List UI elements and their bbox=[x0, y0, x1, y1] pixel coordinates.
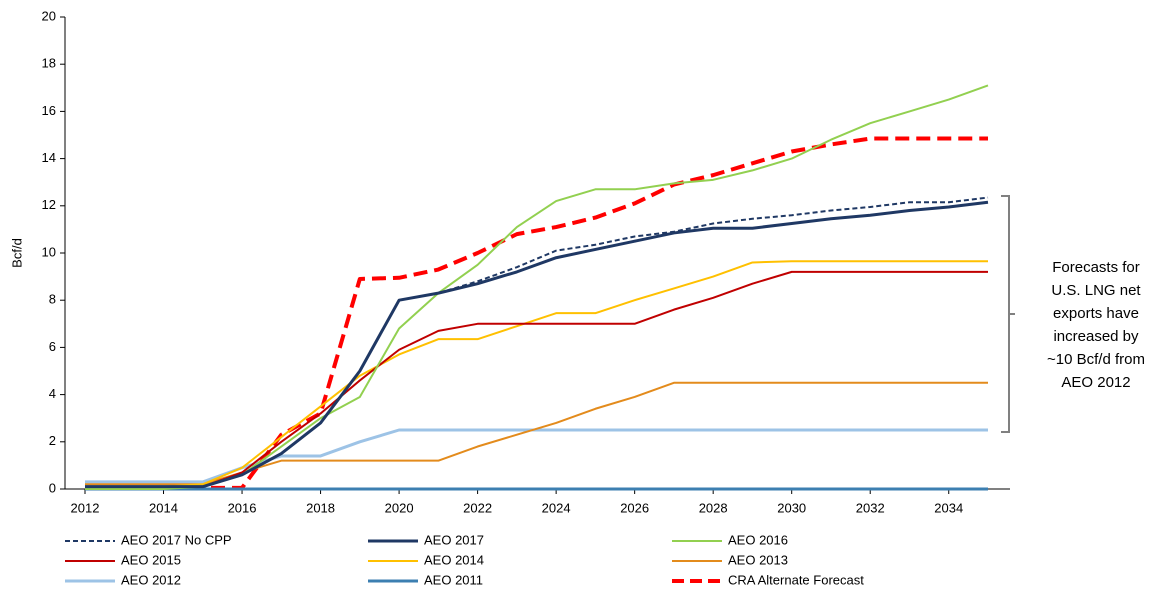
y-tick-label: 14 bbox=[42, 150, 56, 165]
y-tick-label: 18 bbox=[42, 56, 56, 71]
series-line bbox=[85, 196, 989, 488]
x-tick-label: 2018 bbox=[306, 500, 335, 515]
x-tick-label: 2026 bbox=[620, 500, 649, 515]
series-line bbox=[85, 428, 988, 484]
series-line bbox=[85, 136, 988, 490]
legend-label: CRA Alternate Forecast bbox=[728, 572, 864, 587]
y-tick-label: 4 bbox=[49, 386, 56, 401]
x-tick-label: 2016 bbox=[228, 500, 257, 515]
bracket bbox=[1001, 195, 1015, 433]
x-tick-label: 2024 bbox=[542, 500, 571, 515]
y-tick-label: 12 bbox=[42, 197, 56, 212]
y-tick-label: 8 bbox=[49, 292, 56, 307]
legend-label: AEO 2016 bbox=[728, 532, 788, 547]
legend-label: AEO 2014 bbox=[424, 552, 484, 567]
annotation: U.S. LNG net bbox=[1051, 282, 1141, 299]
x-tick-label: 2030 bbox=[777, 500, 806, 515]
legend-label: AEO 2017 bbox=[424, 532, 484, 547]
legend-label: AEO 2011 bbox=[424, 572, 483, 587]
annotation: exports have bbox=[1053, 305, 1139, 322]
annotation: AEO 2012 bbox=[1061, 374, 1130, 391]
x-tick-label: 2020 bbox=[385, 500, 414, 515]
x-tick-label: 2028 bbox=[699, 500, 728, 515]
series-line bbox=[85, 200, 989, 489]
y-tick-label: 6 bbox=[49, 339, 56, 354]
y-axis-label: Bcf/d bbox=[9, 238, 24, 268]
y-tick-label: 2 bbox=[49, 433, 56, 448]
legend-label: AEO 2015 bbox=[121, 552, 181, 567]
x-tick-label: 2022 bbox=[463, 500, 492, 515]
series-line bbox=[85, 270, 988, 488]
series-line bbox=[85, 260, 988, 488]
y-tick-label: 10 bbox=[42, 244, 56, 259]
x-tick-label: 2014 bbox=[149, 500, 178, 515]
series-line bbox=[85, 381, 988, 486]
x-tick-label: 2012 bbox=[71, 500, 100, 515]
legend-label: AEO 2017 No CPP bbox=[121, 532, 232, 547]
y-tick-label: 16 bbox=[42, 103, 56, 118]
x-tick-label: 2032 bbox=[856, 500, 885, 515]
y-tick-label: 0 bbox=[49, 480, 56, 495]
annotation: increased by bbox=[1053, 328, 1139, 345]
annotation: ~10 Bcf/d from bbox=[1047, 351, 1145, 368]
annotation: Forecasts for bbox=[1052, 259, 1140, 276]
y-tick-label: 20 bbox=[42, 8, 56, 23]
x-tick-label: 2034 bbox=[934, 500, 963, 515]
legend-label: AEO 2012 bbox=[121, 572, 181, 587]
legend-label: AEO 2013 bbox=[728, 552, 788, 567]
